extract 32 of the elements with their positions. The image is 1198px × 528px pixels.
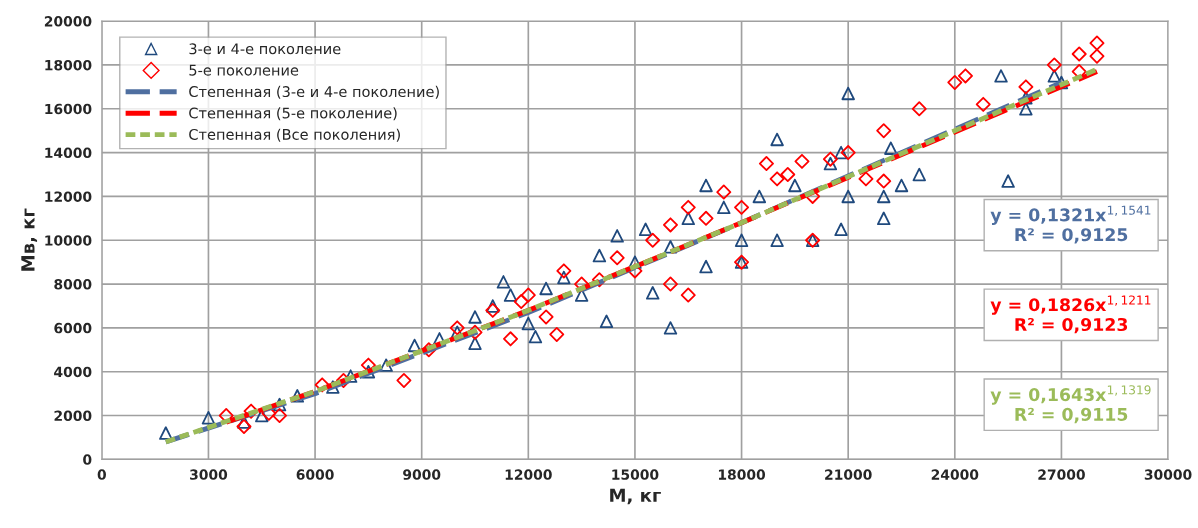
x-tick-label: 27000 (1038, 469, 1085, 480)
y-tick-label: 8000 (54, 279, 92, 290)
x-tick-label: 24000 (931, 469, 979, 480)
x-tick-label: 3000 (190, 469, 228, 480)
x-tick-label: 30000 (1144, 469, 1192, 480)
x-tick-label: 15000 (612, 469, 659, 480)
x-tick-label: 18000 (718, 469, 766, 480)
y-axis-title: Мв, кг (21, 208, 38, 271)
y-tick-label: 16000 (45, 103, 92, 115)
annotation: y = 0,1643x$^{1,1319}$ R² = 0,9115 (990, 385, 1151, 424)
legend-label: Степенная (Все поколения) (189, 128, 400, 142)
x-tick-label: 9000 (403, 469, 441, 480)
annotation: y = 0,1321x$^{1,1541}$ R² = 0,9125 (990, 205, 1151, 244)
y-tick-label: 12000 (45, 191, 92, 202)
y-tick-label: 0 (83, 454, 92, 465)
y-tick-label: 18000 (45, 59, 92, 71)
x-tick-label: 12000 (505, 469, 552, 480)
x-axis-title: М, кг (610, 488, 661, 505)
y-tick-label: 2000 (54, 410, 92, 422)
y-tick-label: 10000 (45, 235, 92, 246)
y-tick-label: 6000 (54, 322, 92, 334)
y-tick-label: 20000 (44, 16, 92, 27)
legend-label: Степенная (5-е поколение) (189, 107, 397, 121)
legend-label: 3-е и 4-е поколение (189, 43, 341, 55)
x-tick-label: 6000 (296, 469, 334, 480)
x-tick-label: 0 (97, 469, 106, 480)
legend-label: Степенная (3-е и 4-е поколение) (189, 85, 439, 99)
x-tick-label: 21000 (825, 469, 872, 480)
y-tick-label: 4000 (54, 366, 92, 378)
legend-label: 5-е поколение (189, 64, 299, 76)
y-tick-label: 14000 (45, 147, 92, 159)
annotation: y = 0,1826x$^{1,1211}$ R² = 0,9123 (990, 295, 1151, 334)
